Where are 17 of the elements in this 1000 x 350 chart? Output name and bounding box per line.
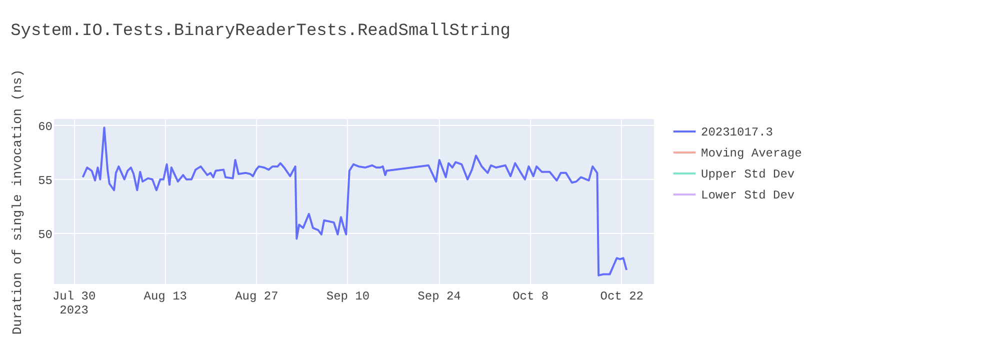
y-tick-label: 55 (38, 174, 52, 188)
legend-label: Upper Std Dev (701, 168, 795, 182)
legend-label: 20231017.3 (701, 126, 774, 140)
x-tick-label: Oct 8 (512, 290, 549, 304)
x-tick-label: Sep 10 (326, 290, 370, 304)
chart-title: System.IO.Tests.BinaryReaderTests.ReadSmallString (10, 22, 510, 41)
x-tick-label: Aug 27 (235, 290, 278, 304)
x-tick-label: Sep 24 (418, 290, 461, 304)
x-tick-label: Aug 13 (144, 290, 187, 304)
legend-label: Lower Std Dev (701, 188, 795, 202)
x-tick-label: Jul 30 2023 (52, 290, 96, 318)
legend-label: Moving Average (701, 146, 802, 160)
y-axis-title: Duration of single invocation (ns) (10, 69, 26, 335)
y-tick-label: 50 (38, 228, 52, 242)
x-tick-label: Oct 22 (600, 290, 644, 304)
y-tick-label: 60 (38, 120, 52, 134)
line-series (82, 126, 628, 276)
